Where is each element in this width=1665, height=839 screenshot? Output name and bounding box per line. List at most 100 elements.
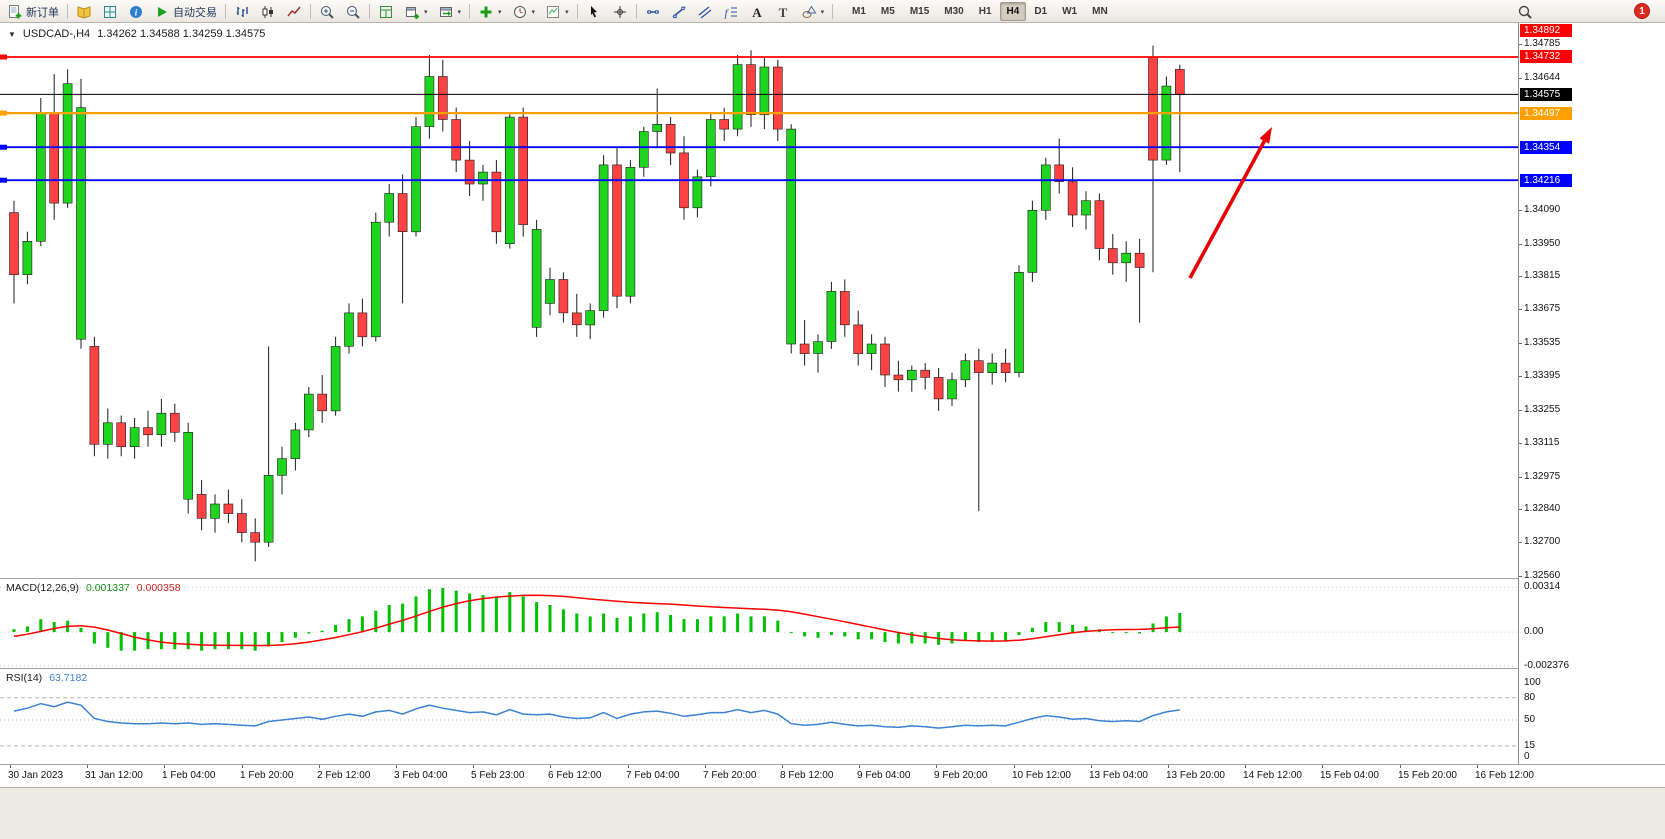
toolbar: 新订单 i 自动交易 ▾ ▾ ▾ ▾ ▾ f A T ▾ M1 M5 M15 M30 H1 H4 D1 W1 MN 1 xyxy=(0,0,1665,23)
time-axis-label: 14 Feb 12:00 xyxy=(1243,770,1302,781)
zoom-out-icon xyxy=(345,4,361,20)
toolbar-separator xyxy=(635,4,637,19)
timeframe-h4-button[interactable]: H4 xyxy=(999,2,1027,21)
text-button[interactable]: A xyxy=(745,2,769,22)
crosshair-icon xyxy=(612,4,628,20)
cursor-button[interactable] xyxy=(582,2,606,22)
candlestick-chart-button[interactable] xyxy=(256,2,280,22)
timeframe-d1-button[interactable]: D1 xyxy=(1034,6,1048,17)
macd-histogram-bar xyxy=(977,632,981,643)
time-axis-label: 3 Feb 04:00 xyxy=(394,770,448,781)
candle-body xyxy=(1000,362,1011,374)
time-axis-tick xyxy=(705,765,706,768)
time-axis-label: 9 Feb 04:00 xyxy=(857,770,911,781)
timeframe-m1-button[interactable]: M1 xyxy=(852,6,866,17)
template-icon xyxy=(545,4,561,20)
book-icon xyxy=(76,4,92,20)
macd-histogram-bar xyxy=(883,632,887,643)
resistance-line-anchor[interactable] xyxy=(0,54,7,60)
candle-body xyxy=(1134,252,1145,268)
zoom-out-button[interactable] xyxy=(341,2,365,22)
help-button[interactable]: i xyxy=(124,2,148,22)
toolbar-separator xyxy=(310,4,311,19)
caret-down-icon: ▾ xyxy=(531,8,536,16)
fibonacci-button[interactable]: f xyxy=(719,2,743,22)
tile-windows-button[interactable] xyxy=(374,2,398,22)
macd-histogram-bar xyxy=(588,616,592,633)
candle-body xyxy=(839,291,850,326)
chart-title: ▼ USDCAD-,H4 1.34262 1.34588 1.34259 1.3… xyxy=(8,28,265,40)
candle-body xyxy=(692,176,703,209)
zoom-in-button[interactable] xyxy=(315,2,339,22)
timeframe-m15-button[interactable]: M15 xyxy=(909,6,930,17)
line-chart-button[interactable] xyxy=(282,2,306,22)
new-order-button[interactable]: 新订单 xyxy=(3,2,63,22)
channel-button[interactable] xyxy=(693,2,717,22)
winarrow-icon xyxy=(438,4,454,20)
trend-arrow-head[interactable] xyxy=(1259,127,1273,144)
macd-histogram-bar xyxy=(990,632,994,641)
time-axis-tick xyxy=(1322,765,1323,768)
timeframe-mn-button[interactable]: MN xyxy=(1092,6,1108,17)
rsi-axis-label: 15 xyxy=(1524,740,1536,751)
price-axis-tick xyxy=(1519,443,1522,444)
crosshair-button[interactable] xyxy=(608,2,632,22)
candle-body xyxy=(451,119,462,161)
search-button[interactable] xyxy=(1513,2,1537,22)
timeframe-m5-button[interactable]: M5 xyxy=(880,6,895,17)
time-axis-label: 31 Jan 12:00 xyxy=(85,770,143,781)
macd-histogram-bar xyxy=(39,619,43,632)
chart-dropdown-icon[interactable]: ▼ xyxy=(8,29,16,39)
notification-badge[interactable]: 1 xyxy=(1634,3,1650,19)
candle-body xyxy=(1121,252,1131,264)
candle-body xyxy=(62,83,73,204)
time-axis-label: 1 Feb 20:00 xyxy=(240,770,294,781)
label-button[interactable]: T xyxy=(771,2,795,22)
rsi-axis-label: 50 xyxy=(1524,714,1536,725)
shapes-button[interactable]: ▾ xyxy=(797,2,829,22)
chart-title-symbol: USDCAD-,H4 xyxy=(22,28,91,40)
rsi-line xyxy=(13,701,1180,729)
autotrading-button[interactable]: 自动交易 xyxy=(150,2,221,22)
candle-body xyxy=(719,119,730,130)
market-watch-button[interactable] xyxy=(98,2,122,22)
templates-button[interactable]: ▾ xyxy=(541,2,573,22)
price-axis[interactable]: 1.34785 1.34644 1.34090 1.33950 1.33815 1.336… xyxy=(1519,23,1665,764)
bar-chart-button[interactable] xyxy=(230,2,254,22)
indicators-button[interactable]: ▾ xyxy=(474,2,506,22)
rsi-pane-canvas[interactable] xyxy=(0,669,1518,764)
macd-histogram-bar xyxy=(1164,616,1168,633)
pane-separator[interactable] xyxy=(0,578,1665,579)
timeframe-m30-button[interactable]: M30 xyxy=(944,6,964,17)
macd-signal-value: 0.000358 xyxy=(136,582,181,594)
trend-arrow-annotation[interactable] xyxy=(1188,136,1268,279)
horizontal-line-button[interactable] xyxy=(641,2,665,22)
macd-histogram-bar xyxy=(762,616,766,633)
pane-separator[interactable] xyxy=(0,668,1665,669)
candle-body xyxy=(116,422,126,447)
trendline-button[interactable] xyxy=(667,2,691,22)
macd-pane-canvas[interactable] xyxy=(0,579,1518,668)
time-axis[interactable]: 30 Jan 2023 31 Jan 12:00 1 Feb 04:00 1 Feb … xyxy=(0,765,1534,787)
price-axis-label: 1.34785 xyxy=(1524,38,1561,49)
time-axis-label: 15 Feb 20:00 xyxy=(1398,770,1457,781)
orange-level-line-anchor[interactable] xyxy=(0,110,7,116)
new-chart-button[interactable]: ▾ xyxy=(400,2,432,22)
caret-down-icon: ▾ xyxy=(498,8,502,16)
profiles-button[interactable]: ▾ xyxy=(434,2,466,22)
macd-histogram-bar xyxy=(1124,632,1128,634)
price-chart-canvas[interactable] xyxy=(0,23,1518,578)
price-axis-tick xyxy=(1519,576,1522,577)
blue-level-line-1-anchor[interactable] xyxy=(0,144,7,150)
macd-histogram-bar xyxy=(829,632,833,635)
caret-down-icon: ▾ xyxy=(457,8,462,16)
candle-body xyxy=(330,346,341,412)
blue-level-line-2-anchor[interactable] xyxy=(0,177,7,183)
time-axis-label: 16 Feb 12:00 xyxy=(1475,770,1534,781)
candle-body xyxy=(518,116,529,225)
guide-button[interactable] xyxy=(72,2,96,22)
timeframe-h1-button[interactable]: H1 xyxy=(978,6,992,17)
timeframe-w1-button[interactable]: W1 xyxy=(1062,6,1078,17)
macd-histogram-bar xyxy=(1004,632,1008,641)
periods-button[interactable]: ▾ xyxy=(508,2,540,22)
